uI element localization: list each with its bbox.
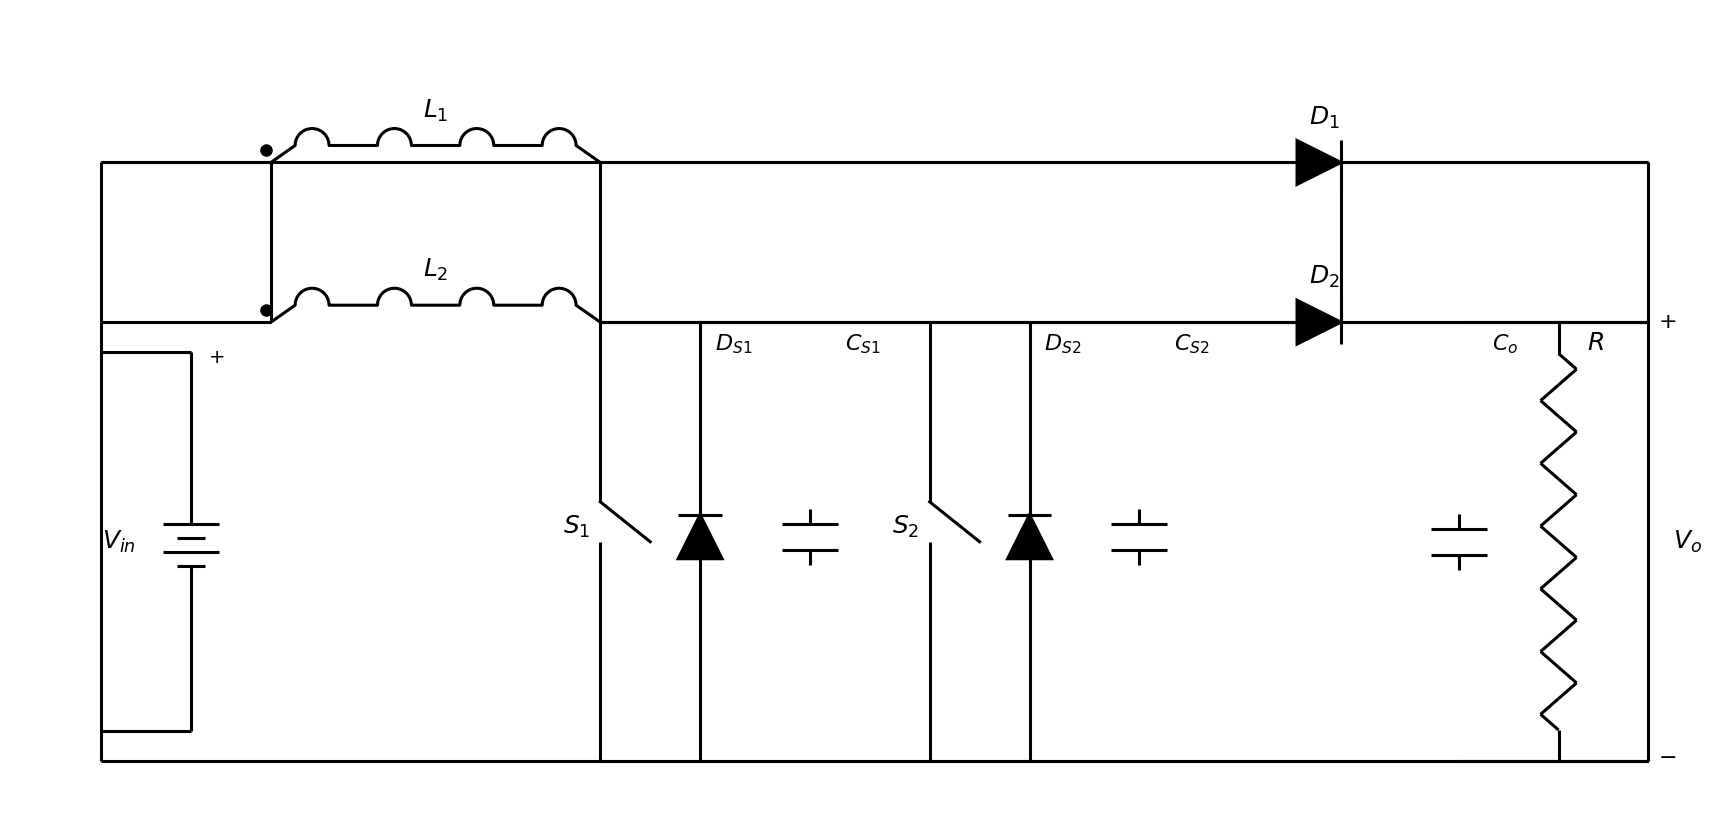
Text: $S_2$: $S_2$ bbox=[892, 513, 919, 540]
Text: $C_{S1}$: $C_{S1}$ bbox=[844, 332, 880, 356]
Polygon shape bbox=[1298, 300, 1340, 344]
Polygon shape bbox=[1298, 141, 1340, 185]
Text: $D_1$: $D_1$ bbox=[1308, 105, 1339, 131]
Text: $L_1$: $L_1$ bbox=[423, 97, 449, 124]
Text: $D_{S2}$: $D_{S2}$ bbox=[1044, 332, 1082, 356]
Text: $D_2$: $D_2$ bbox=[1308, 265, 1339, 290]
Polygon shape bbox=[678, 515, 722, 559]
Text: $L_2$: $L_2$ bbox=[423, 257, 449, 283]
Text: +: + bbox=[1659, 312, 1678, 332]
Text: $C_{S2}$: $C_{S2}$ bbox=[1174, 332, 1210, 356]
Text: +: + bbox=[209, 348, 226, 367]
Text: $V_o$: $V_o$ bbox=[1673, 529, 1702, 555]
Text: $D_{S1}$: $D_{S1}$ bbox=[716, 332, 753, 356]
Text: $S_1$: $S_1$ bbox=[563, 513, 591, 540]
Polygon shape bbox=[1008, 515, 1051, 559]
Text: $C_o$: $C_o$ bbox=[1491, 332, 1519, 356]
Text: $R$: $R$ bbox=[1587, 332, 1604, 355]
Text: $-$: $-$ bbox=[1659, 747, 1676, 766]
Text: $V_{in}$: $V_{in}$ bbox=[103, 529, 137, 555]
